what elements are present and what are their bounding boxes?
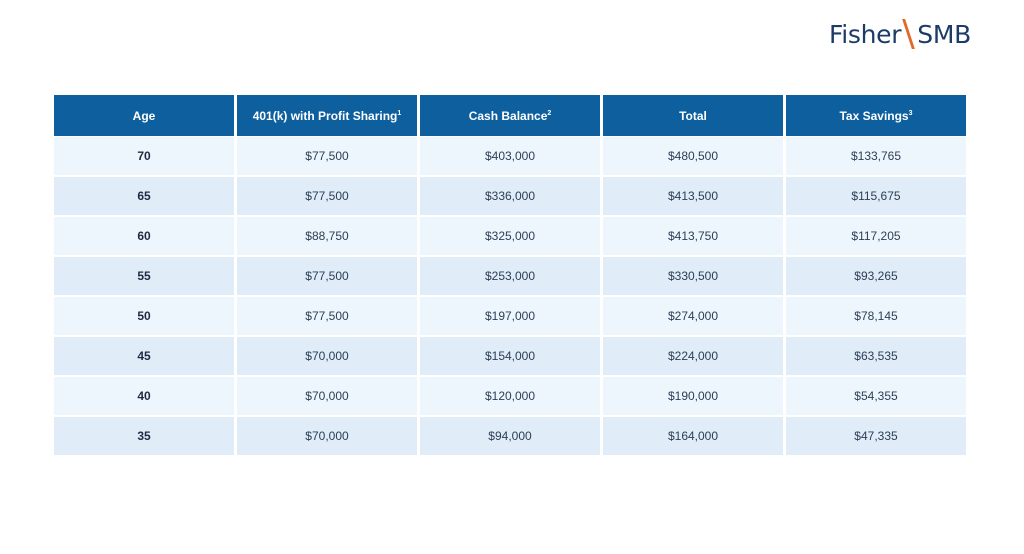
cell-total: $330,500 xyxy=(603,256,783,296)
header-401k-profit-sharing: 401(k) with Profit Sharing1 xyxy=(237,95,417,136)
table-row: 35 $70,000 $94,000 $164,000 $47,335 xyxy=(54,416,966,456)
header-total: Total xyxy=(603,95,783,136)
savings-table: Age 401(k) with Profit Sharing1 Cash Bal… xyxy=(51,95,969,456)
cell-cash-balance: $336,000 xyxy=(420,176,600,216)
brand-name-left: Fisher xyxy=(829,20,902,49)
cell-total: $480,500 xyxy=(603,136,783,176)
cell-age: 50 xyxy=(54,296,234,336)
cell-total: $164,000 xyxy=(603,416,783,456)
cell-age: 70 xyxy=(54,136,234,176)
table-row: 50 $77,500 $197,000 $274,000 $78,145 xyxy=(54,296,966,336)
cell-total: $224,000 xyxy=(603,336,783,376)
header-age: Age xyxy=(54,95,234,136)
table-row: 60 $88,750 $325,000 $413,750 $117,205 xyxy=(54,216,966,256)
cell-tax-savings: $115,675 xyxy=(786,176,966,216)
cell-401k: $70,000 xyxy=(237,336,417,376)
header-tax-savings: Tax Savings3 xyxy=(786,95,966,136)
cell-age: 65 xyxy=(54,176,234,216)
cell-tax-savings: $133,765 xyxy=(786,136,966,176)
cell-total: $274,000 xyxy=(603,296,783,336)
cell-cash-balance: $154,000 xyxy=(420,336,600,376)
cell-401k: $70,000 xyxy=(237,376,417,416)
cell-401k: $88,750 xyxy=(237,216,417,256)
cell-cash-balance: $403,000 xyxy=(420,136,600,176)
cell-cash-balance: $325,000 xyxy=(420,216,600,256)
brand-logo: Fisher SMB xyxy=(829,18,971,52)
cell-age: 35 xyxy=(54,416,234,456)
cell-tax-savings: $93,265 xyxy=(786,256,966,296)
cell-age: 55 xyxy=(54,256,234,296)
footnote-marker: 3 xyxy=(908,109,913,117)
cell-401k: $77,500 xyxy=(237,296,417,336)
footnote-marker: 2 xyxy=(547,109,552,117)
cell-cash-balance: $120,000 xyxy=(420,376,600,416)
brand-name-right: SMB xyxy=(917,20,971,49)
brand-slash-mark xyxy=(902,19,916,49)
cell-tax-savings: $54,355 xyxy=(786,376,966,416)
table-row: 40 $70,000 $120,000 $190,000 $54,355 xyxy=(54,376,966,416)
cell-total: $190,000 xyxy=(603,376,783,416)
table-row: 45 $70,000 $154,000 $224,000 $63,535 xyxy=(54,336,966,376)
header-cash-balance: Cash Balance2 xyxy=(420,95,600,136)
table-row: 70 $77,500 $403,000 $480,500 $133,765 xyxy=(54,136,966,176)
cell-total: $413,750 xyxy=(603,216,783,256)
table-row: 65 $77,500 $336,000 $413,500 $115,675 xyxy=(54,176,966,216)
footnote-marker: 1 xyxy=(397,109,402,117)
cell-tax-savings: $78,145 xyxy=(786,296,966,336)
cell-age: 45 xyxy=(54,336,234,376)
cell-tax-savings: $117,205 xyxy=(786,216,966,256)
cell-total: $413,500 xyxy=(603,176,783,216)
cell-cash-balance: $253,000 xyxy=(420,256,600,296)
cell-age: 40 xyxy=(54,376,234,416)
cell-tax-savings: $47,335 xyxy=(786,416,966,456)
cell-401k: $77,500 xyxy=(237,136,417,176)
cell-age: 60 xyxy=(54,216,234,256)
table-row: 55 $77,500 $253,000 $330,500 $93,265 xyxy=(54,256,966,296)
cell-401k: $77,500 xyxy=(237,176,417,216)
cell-401k: $70,000 xyxy=(237,416,417,456)
cell-cash-balance: $197,000 xyxy=(420,296,600,336)
cell-tax-savings: $63,535 xyxy=(786,336,966,376)
table-header-row: Age 401(k) with Profit Sharing1 Cash Bal… xyxy=(54,95,966,136)
cell-401k: $77,500 xyxy=(237,256,417,296)
cell-cash-balance: $94,000 xyxy=(420,416,600,456)
